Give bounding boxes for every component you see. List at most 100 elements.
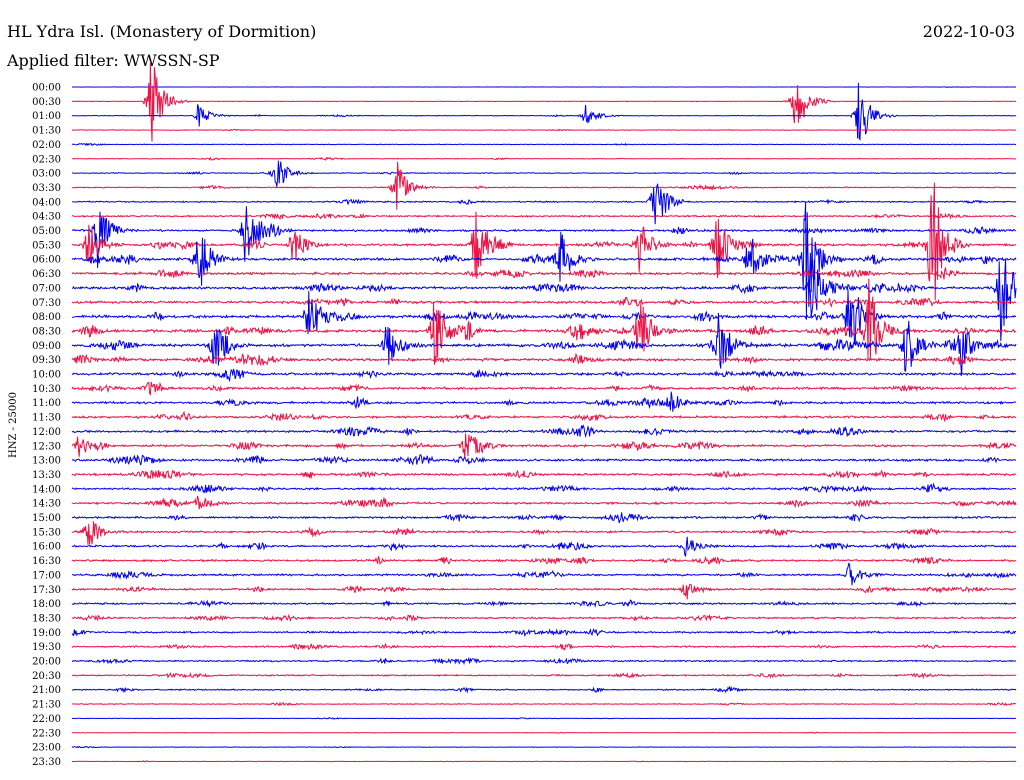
trace-row-1430 — [71, 495, 1017, 510]
trace-row-1630 — [71, 555, 1017, 566]
trace-row-1900 — [71, 627, 1017, 638]
row-time-label: 12:30 — [32, 441, 61, 452]
trace-row-1830 — [71, 613, 1017, 623]
trace-row-0330 — [71, 161, 1017, 210]
trace-row-1330 — [71, 469, 1017, 480]
trace-row-0400 — [71, 183, 1017, 225]
row-time-label: 09:30 — [32, 355, 61, 366]
row-time-label: 04:30 — [32, 212, 61, 223]
trace-row-1230 — [71, 433, 1017, 459]
row-time-label: 00:30 — [32, 97, 61, 108]
trace-row-2030 — [72, 672, 1017, 680]
row-time-label: 16:00 — [32, 542, 61, 553]
trace-row-1730 — [71, 583, 1017, 600]
row-time-label: 11:00 — [32, 398, 61, 409]
row-time-label: 09:00 — [32, 341, 61, 352]
trace-row-0000 — [72, 86, 1017, 88]
row-time-label: 03:30 — [32, 183, 61, 194]
trace-row-1000 — [71, 368, 1017, 383]
chart-date: 2022-10-03 — [923, 22, 1015, 41]
row-time-label: 17:00 — [32, 570, 61, 581]
row-time-label: 19:30 — [32, 642, 61, 653]
trace-row-0500 — [71, 206, 1017, 268]
row-time-label: 14:30 — [32, 499, 61, 510]
row-time-label: 18:00 — [32, 599, 61, 610]
row-time-label: 15:00 — [32, 513, 61, 524]
row-time-label: 19:00 — [32, 628, 61, 639]
row-time-label: 02:00 — [32, 140, 61, 151]
trace-row-0900 — [71, 312, 1017, 376]
seismogram-traces — [71, 61, 1017, 763]
trace-row-0430 — [71, 212, 1017, 221]
row-time-label: 16:30 — [32, 556, 61, 567]
row-time-label: 06:30 — [32, 269, 61, 280]
trace-row-1530 — [71, 521, 1017, 545]
row-time-label: 15:30 — [32, 527, 61, 538]
chart-subtitle: Applied filter: WWSSN-SP — [6, 51, 220, 70]
row-time-label: 21:00 — [32, 685, 61, 696]
trace-row-1800 — [71, 599, 1017, 608]
trace-row-0930 — [71, 352, 1017, 367]
trace-row-2230 — [72, 731, 1017, 734]
trace-row-1130 — [71, 410, 1017, 423]
trace-row-0130 — [71, 128, 1017, 132]
trace-row-1200 — [71, 424, 1017, 439]
trace-row-1930 — [71, 642, 1017, 651]
row-time-label: 06:00 — [32, 255, 61, 266]
row-time-labels: 00:00 00:30 01:00 01:30 02:00 02:30 03:00 03:30… — [32, 83, 61, 768]
row-time-label: 14:00 — [32, 484, 61, 495]
trace-row-1700 — [71, 562, 1017, 586]
row-time-label: 13:00 — [32, 456, 61, 467]
row-time-label: 05:00 — [32, 226, 61, 237]
row-time-label: 23:00 — [32, 743, 61, 754]
trace-row-0700 — [72, 258, 1017, 342]
row-time-label: 10:30 — [32, 384, 61, 395]
trace-row-0600 — [71, 201, 1017, 320]
trace-row-0800 — [71, 289, 1017, 347]
trace-row-1600 — [71, 536, 1017, 557]
row-time-label: 05:30 — [32, 240, 61, 251]
row-time-label: 23:30 — [32, 757, 61, 768]
trace-row-1030 — [71, 381, 1017, 396]
trace-row-1500 — [71, 512, 1017, 524]
row-time-label: 07:30 — [32, 298, 61, 309]
row-time-label: 04:00 — [32, 197, 61, 208]
trace-row-0200 — [71, 142, 1016, 147]
row-time-label: 12:00 — [32, 427, 61, 438]
row-time-label: 01:30 — [32, 126, 61, 137]
trace-row-2200 — [71, 717, 1017, 720]
chart-title: HL Ydra Isl. (Monastery of Dormition) — [7, 22, 316, 41]
trace-row-0530 — [72, 182, 1017, 301]
row-time-label: 00:00 — [32, 83, 61, 94]
row-time-label: 02:30 — [32, 154, 61, 165]
row-time-label: 18:30 — [32, 613, 61, 624]
y-axis-label: HNZ - 25000 — [8, 392, 19, 458]
row-time-label: 20:30 — [32, 671, 61, 682]
trace-row-2330 — [71, 760, 1017, 763]
row-time-label: 22:00 — [32, 714, 61, 725]
trace-row-1300 — [71, 454, 1017, 466]
row-time-label: 07:00 — [32, 283, 61, 294]
row-time-label: 11:30 — [32, 413, 61, 424]
row-time-label: 08:30 — [32, 326, 61, 337]
row-time-label: 08:00 — [32, 312, 61, 323]
trace-row-0300 — [72, 160, 1017, 187]
row-time-label: 20:00 — [32, 657, 61, 668]
trace-row-2130 — [71, 701, 1017, 707]
trace-row-0830 — [71, 278, 1017, 365]
trace-row-0230 — [71, 156, 1017, 161]
row-time-label: 17:30 — [32, 585, 61, 596]
row-time-label: 13:30 — [32, 470, 61, 481]
trace-row-1400 — [71, 482, 1017, 494]
trace-row-2100 — [71, 685, 1017, 694]
row-time-label: 03:00 — [32, 169, 61, 180]
row-time-label: 10:00 — [32, 370, 61, 381]
trace-row-2000 — [71, 656, 1017, 666]
trace-row-0100 — [71, 82, 1017, 141]
row-time-label: 21:30 — [32, 700, 61, 711]
trace-row-0630 — [71, 266, 1017, 280]
trace-row-1100 — [71, 391, 1017, 412]
trace-row-2300 — [71, 745, 1017, 749]
row-time-label: 22:30 — [32, 728, 61, 739]
